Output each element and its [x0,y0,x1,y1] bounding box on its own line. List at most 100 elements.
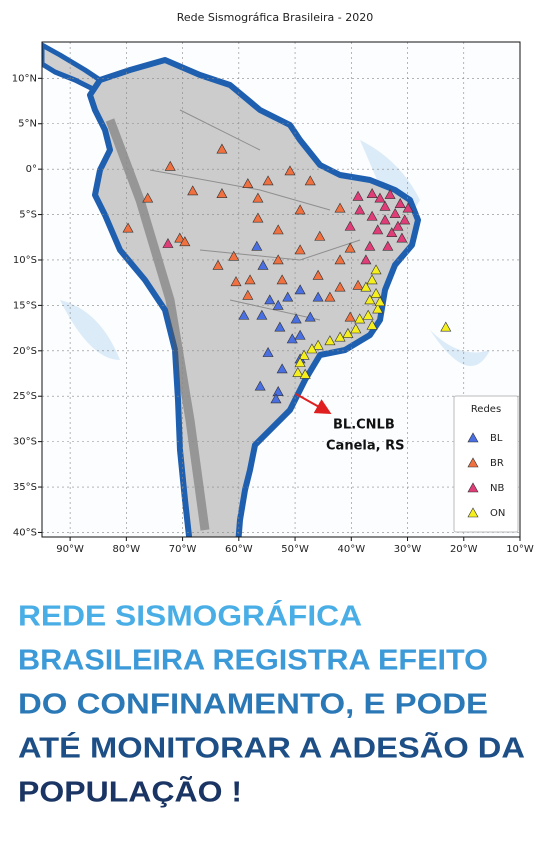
station-marker [306,343,318,354]
station-marker [389,208,401,218]
station-marker [174,232,186,243]
y-tick-label: 20°S [13,346,37,357]
station-marker [352,279,364,290]
station-marker [372,303,384,314]
station-marker [372,224,384,235]
station-marker [244,274,256,285]
station-marker [252,192,264,203]
station-marker [216,188,228,198]
legend: Redes BL BR NB ON [453,395,519,533]
station-marker [382,240,394,251]
station-marker [228,250,240,261]
station-marker [354,313,366,324]
y-tick-label: 35°S [13,482,37,493]
station-marker [179,236,191,247]
station-marker [360,281,372,292]
station-marker [294,284,306,295]
station-marker [366,274,378,285]
station-marker [212,259,224,270]
station-marker [257,259,269,270]
headline-line: POPULAÇÃO ! [18,775,242,809]
station-marker [344,242,356,253]
station-marker [272,386,284,396]
station-marker [324,335,336,346]
legend-marker [467,482,479,493]
station-marker [276,274,288,285]
station-marker [334,331,346,342]
legend-label: BR [490,458,504,469]
station-marker [334,281,346,292]
station-marker [294,329,306,340]
x-tick-label: 20°W [450,544,478,555]
station-marker [290,313,302,324]
legend-label: BL [490,433,503,444]
legend-box [453,395,519,533]
station-marker [256,309,268,320]
station-marker [262,347,274,357]
x-tick-label: 90°W [56,544,84,555]
station-marker [370,264,382,275]
station-marker [350,323,362,334]
station-marker [312,269,324,280]
station-marker [284,165,296,176]
legend-title: Redes [471,404,501,415]
map-layer [42,42,520,537]
continent [42,42,421,537]
station-marker [164,160,176,171]
station-marker [374,296,386,307]
headline-line: REDE SISMOGRÁFICA [18,599,362,633]
station-marker [364,294,376,305]
station-marker [252,212,264,223]
legend-label: ON [490,508,505,519]
headline-line: ATÉ MONITORAR A ADESÃO DA [18,731,525,765]
station-marker [366,319,378,330]
station-marker [440,321,452,332]
y-tick-label: 40°S [13,527,37,538]
x-tick-label: 10°W [506,544,534,555]
station-marker [366,210,378,221]
map-title: Rede Sismográfica Brasileira - 2020 [177,11,374,24]
station-marker [251,240,263,251]
station-marker [334,202,346,213]
headline-line: DO CONFINAMENTO, E PODE [18,689,488,721]
station-marker [262,175,274,186]
station-marker [270,393,282,404]
y-tick-label: 15°S [13,300,37,311]
station-marker [364,240,376,251]
legend-label: NB [490,483,504,494]
x-tick-label: 30°W [394,544,422,555]
station-marker [352,190,364,201]
station-marker [187,185,199,196]
stations [122,143,452,404]
station-marker [392,220,404,231]
y-tick-label: 0° [26,164,37,175]
legend-marker [467,432,479,443]
station-marker [286,333,298,344]
station-marker [374,192,386,203]
station-marker [386,227,398,238]
station-marker [294,204,306,215]
annotation-arrow [295,393,332,414]
station-marker [274,321,286,332]
headline-line: BRASILEIRA REGISTRA EFEITO [18,645,488,677]
legend-marker [467,507,479,518]
y-tick-label: 5°S [19,210,37,221]
station-marker [254,380,266,391]
annotation-place: Canela, RS [326,439,404,454]
ocean-shade [60,140,490,366]
station-marker [402,202,414,213]
annotation-station: BL.CNLB [333,418,395,433]
legend-marker [467,457,479,468]
station-marker [394,198,406,208]
station-marker [162,238,174,248]
y-tick-label: 30°S [13,437,37,448]
station-marker [314,230,326,241]
station-marker [298,349,310,360]
station-marker [230,276,242,287]
station-marker [294,244,306,255]
station-marker [276,363,288,374]
y-tick-label: 10°N [12,73,37,84]
x-tick-label: 80°W [113,544,141,555]
station-marker [362,309,374,320]
x-tick-label: 60°W [225,544,253,555]
